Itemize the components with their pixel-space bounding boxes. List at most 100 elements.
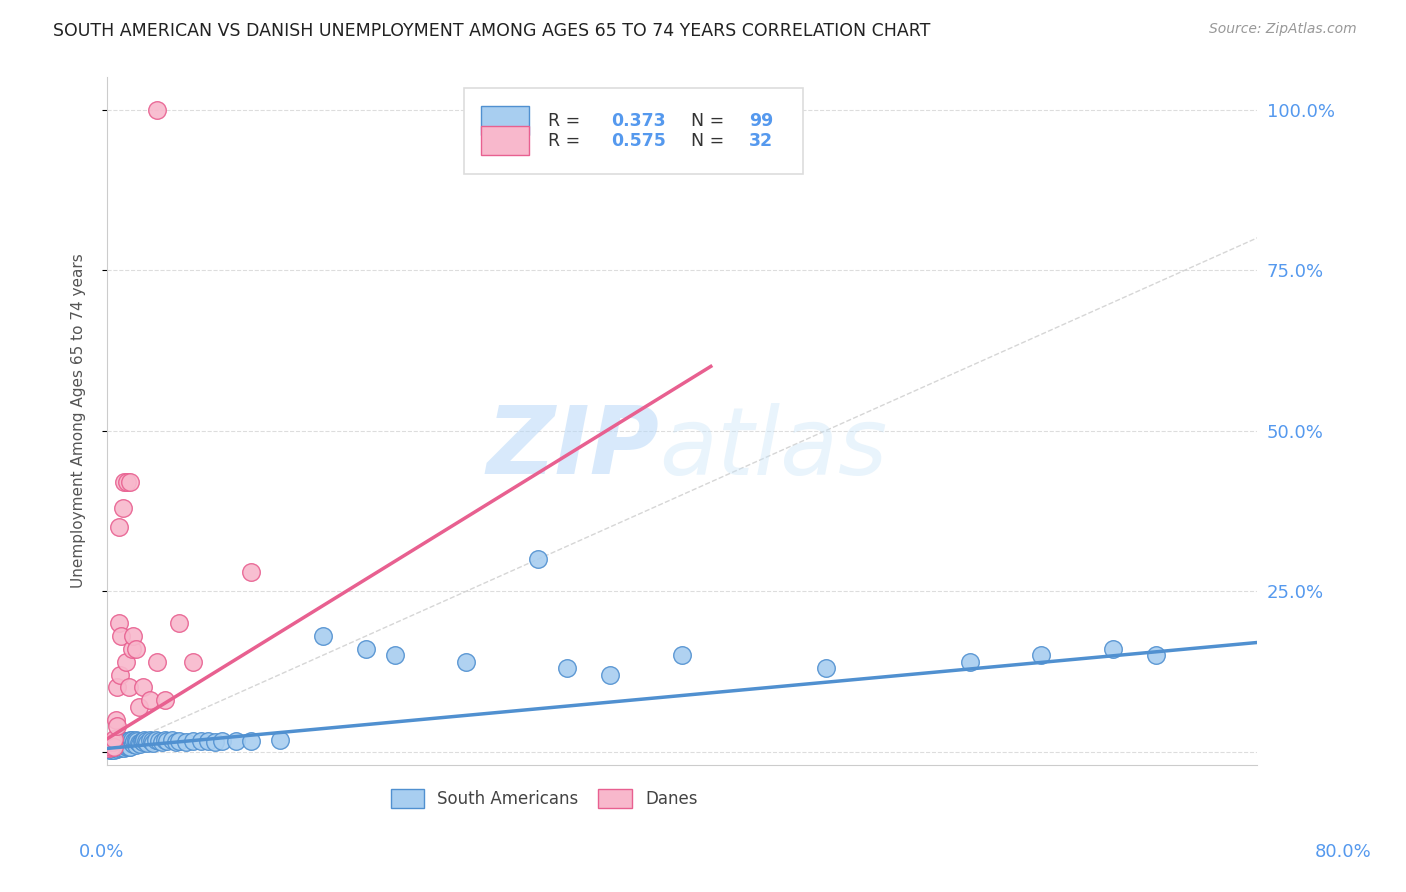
Point <box>120 739 142 754</box>
Point <box>129 737 152 751</box>
Point <box>153 733 176 747</box>
Point <box>105 681 128 695</box>
Point <box>160 733 183 747</box>
Point <box>134 733 156 747</box>
Point <box>555 661 578 675</box>
Point <box>104 713 127 727</box>
Point <box>239 734 262 748</box>
Point <box>112 736 135 750</box>
Text: 32: 32 <box>749 132 773 150</box>
Text: Source: ZipAtlas.com: Source: ZipAtlas.com <box>1209 22 1357 37</box>
Point <box>112 740 135 755</box>
Point <box>110 733 132 747</box>
Point <box>181 734 204 748</box>
Point <box>599 667 621 681</box>
Point <box>115 736 138 750</box>
Point <box>354 641 377 656</box>
Point <box>165 735 187 749</box>
Point <box>110 629 132 643</box>
Point <box>120 733 142 747</box>
Point <box>132 735 155 749</box>
Point <box>101 742 124 756</box>
Text: R =: R = <box>547 132 585 150</box>
Point <box>111 739 134 754</box>
Point <box>142 736 165 750</box>
Point <box>121 641 143 656</box>
Point <box>100 739 122 754</box>
Point <box>125 733 148 747</box>
Y-axis label: Unemployment Among Ages 65 to 74 years: Unemployment Among Ages 65 to 74 years <box>72 253 86 589</box>
Point <box>100 743 122 757</box>
Point <box>100 735 122 749</box>
FancyBboxPatch shape <box>464 87 803 174</box>
Point <box>167 616 190 631</box>
Text: ZIP: ZIP <box>486 402 659 494</box>
Point <box>139 733 162 747</box>
Text: 99: 99 <box>749 112 773 129</box>
Point <box>105 742 128 756</box>
Point <box>111 500 134 515</box>
Point <box>112 475 135 489</box>
Text: N =: N = <box>679 132 730 150</box>
Point <box>107 520 129 534</box>
Point <box>97 741 120 756</box>
Point <box>211 734 233 748</box>
Point <box>153 693 176 707</box>
Point <box>141 734 163 748</box>
Point <box>125 738 148 752</box>
Point <box>114 655 136 669</box>
Point <box>167 734 190 748</box>
Point <box>1031 648 1053 663</box>
FancyBboxPatch shape <box>481 127 529 155</box>
Legend: South Americans, Danes: South Americans, Danes <box>384 782 704 814</box>
Point <box>122 737 145 751</box>
Point <box>125 641 148 656</box>
Point <box>117 734 139 748</box>
Point <box>111 735 134 749</box>
Point <box>107 734 129 748</box>
Point <box>204 735 226 749</box>
Point <box>103 743 125 757</box>
Text: 0.575: 0.575 <box>610 132 665 150</box>
Point <box>136 736 159 750</box>
Point <box>100 741 122 756</box>
Text: N =: N = <box>679 112 730 129</box>
Point <box>107 738 129 752</box>
Point <box>312 629 335 643</box>
Point <box>456 655 478 669</box>
Point <box>1144 648 1167 663</box>
Point <box>128 699 150 714</box>
Point <box>103 739 125 754</box>
Point <box>98 739 121 754</box>
Point <box>105 719 128 733</box>
Point <box>124 734 146 748</box>
Point <box>132 681 155 695</box>
Point <box>128 736 150 750</box>
Point <box>104 737 127 751</box>
Point <box>959 655 981 669</box>
Point <box>269 733 291 747</box>
Point <box>103 731 125 746</box>
Point <box>174 735 197 749</box>
FancyBboxPatch shape <box>481 106 529 136</box>
Point <box>108 737 131 751</box>
Point <box>115 740 138 755</box>
Point <box>239 565 262 579</box>
Point <box>146 655 169 669</box>
Point <box>101 735 124 749</box>
Point <box>384 648 406 663</box>
Point <box>197 734 219 748</box>
Point <box>104 741 127 756</box>
Point <box>100 738 122 752</box>
Point <box>114 734 136 748</box>
Point <box>98 738 121 752</box>
Point <box>110 740 132 755</box>
Point <box>101 737 124 751</box>
Point <box>1102 641 1125 656</box>
Point <box>117 681 139 695</box>
Point <box>108 667 131 681</box>
Point <box>145 733 167 747</box>
Point <box>131 734 153 748</box>
Point <box>148 734 170 748</box>
Point <box>814 661 837 675</box>
